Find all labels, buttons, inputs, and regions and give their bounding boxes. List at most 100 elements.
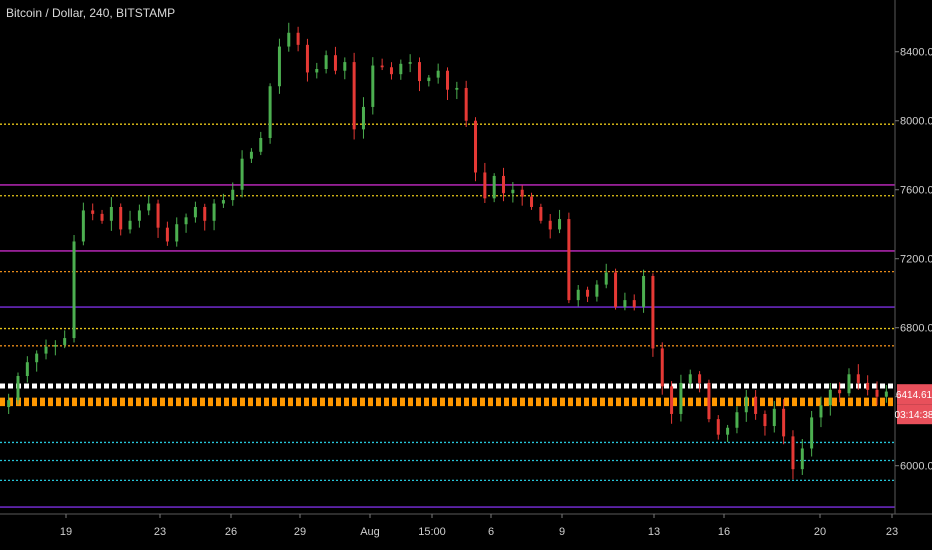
candle-body: [539, 206, 543, 221]
candle-body: [847, 374, 851, 394]
candle-body: [483, 172, 487, 199]
candle-body: [25, 362, 29, 377]
candle-body: [464, 87, 468, 121]
candle-body: [520, 189, 524, 197]
candle-body: [567, 219, 571, 301]
candle-body: [128, 220, 132, 230]
candle-body: [884, 391, 888, 397]
candle-body: [782, 408, 786, 437]
candle-body: [455, 87, 459, 90]
candle-body: [735, 412, 739, 428]
candle-body: [772, 408, 776, 427]
x-tick-label: 6: [488, 526, 494, 538]
candle-body: [595, 284, 599, 297]
candle-body: [791, 436, 795, 470]
x-tick-label: 19: [60, 526, 72, 538]
candle-body: [474, 120, 478, 173]
candle-body: [305, 44, 309, 73]
countdown-badge-text: 03:14:38: [895, 410, 932, 421]
candle-body: [427, 77, 431, 82]
candle-body: [819, 405, 823, 418]
candle-body: [548, 220, 552, 230]
candle-body: [371, 65, 375, 107]
candle-body: [875, 389, 879, 397]
candle-body: [763, 413, 767, 427]
candle-body: [249, 151, 253, 159]
candle-body: [184, 217, 188, 225]
candle-body: [380, 65, 384, 68]
candle-body: [828, 389, 832, 406]
candle-body: [614, 272, 618, 308]
candle-body: [838, 389, 842, 394]
candle-body: [632, 300, 636, 308]
candle-body: [446, 70, 449, 90]
candle-body: [137, 210, 141, 221]
candle-body: [259, 137, 263, 152]
candle-body: [109, 206, 113, 221]
candle-body: [511, 189, 515, 194]
candle-body: [221, 200, 225, 204]
x-tick-label: 13: [648, 526, 660, 538]
candle-body: [63, 338, 67, 345]
price-badge: [897, 384, 932, 405]
candle-body: [165, 227, 169, 242]
x-tick-label: 9: [559, 526, 565, 538]
candle-body: [679, 382, 683, 414]
candle-body: [744, 396, 748, 413]
candle-body: [44, 346, 48, 354]
y-tick-label: 8000.00: [900, 116, 932, 128]
candle-body: [576, 289, 580, 301]
candle-body: [716, 419, 720, 435]
candle-body: [147, 203, 151, 211]
candle-body: [343, 62, 347, 71]
candle-body: [287, 32, 291, 47]
candle-body: [91, 210, 95, 214]
x-tick-label: Aug: [360, 526, 380, 538]
candle-body: [726, 427, 730, 435]
y-tick-label: 8400.00: [900, 47, 932, 59]
candle-body: [35, 353, 39, 363]
candle-body: [642, 275, 646, 308]
candle-body: [296, 32, 300, 45]
candle-body: [333, 55, 337, 71]
chart-title: Bitcoin / Dollar, 240, BITSTAMP: [6, 6, 176, 20]
candle-body: [408, 62, 412, 64]
candle-body: [7, 400, 11, 408]
y-tick-label: 6800.00: [900, 323, 932, 335]
x-tick-label: 29: [294, 526, 306, 538]
candle-body: [623, 300, 627, 308]
x-tick-label: 20: [814, 526, 826, 538]
candle-body: [688, 374, 692, 383]
candle-body: [324, 55, 328, 69]
candle-body: [707, 382, 711, 420]
candle-body: [81, 210, 85, 242]
candle-body: [604, 272, 608, 285]
candle-body: [231, 189, 235, 201]
candle-body: [361, 106, 365, 130]
candle-body: [175, 224, 179, 242]
candle-body: [800, 448, 804, 470]
candle-body: [492, 175, 496, 199]
x-tick-label: 15:00: [418, 526, 446, 538]
candle-body: [558, 219, 562, 230]
candle-body: [698, 374, 702, 383]
candle-body: [240, 158, 244, 190]
candle-body: [72, 241, 76, 339]
y-tick-label: 6000.00: [900, 461, 932, 473]
x-tick-label: 26: [225, 526, 237, 538]
y-tick-label: 7200.00: [900, 254, 932, 266]
candle-body: [651, 275, 655, 349]
candle-body: [810, 417, 814, 449]
candle-body: [866, 382, 870, 390]
candle-body: [53, 344, 57, 347]
candle-body: [193, 206, 197, 218]
candle-body: [315, 68, 319, 73]
candle-body: [16, 376, 20, 401]
candle-body: [856, 374, 860, 383]
candle-body: [399, 63, 403, 75]
candle-body: [417, 62, 421, 82]
candle-body: [530, 196, 534, 207]
y-tick-label: 7600.00: [900, 185, 932, 197]
